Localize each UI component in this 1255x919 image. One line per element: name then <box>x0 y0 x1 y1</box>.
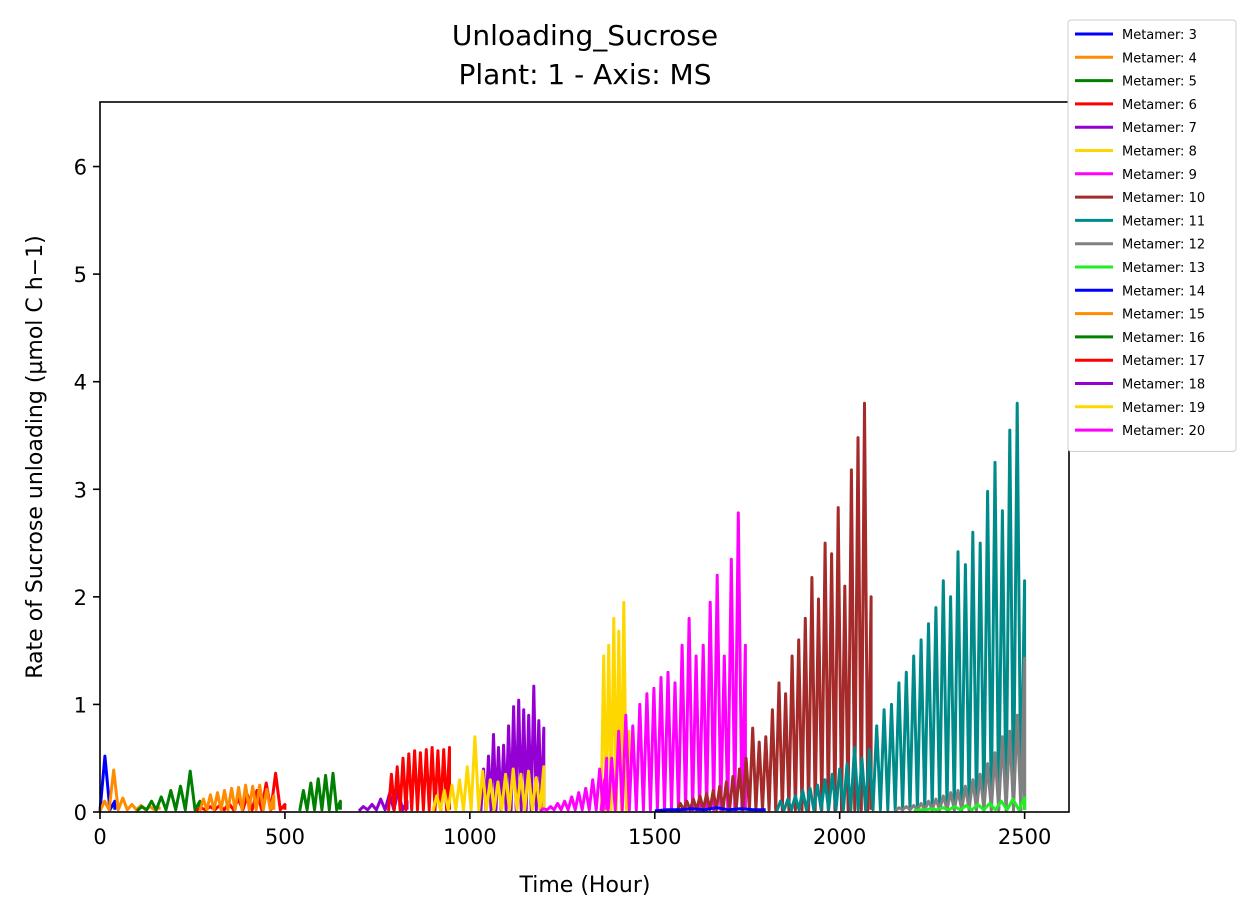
legend: Metamer: 3 Metamer: 4 Metamer: 5 Metamer: 6… <box>1067 19 1237 452</box>
legend-label: Metamer: 9 <box>1122 168 1197 183</box>
legend-label: Metamer: 18 <box>1122 378 1205 393</box>
series-line-2 <box>98 768 161 812</box>
x-tick-label: 2500 <box>998 825 1051 849</box>
x-tick-label: 500 <box>265 825 305 849</box>
legend-label: Metamer: 20 <box>1122 424 1205 439</box>
series-line-11 <box>913 796 1027 813</box>
x-tick-label: 0 <box>93 825 106 849</box>
legend-label: Metamer: 16 <box>1122 331 1205 346</box>
series-line-7 <box>599 511 747 812</box>
y-tick-label: 1 <box>74 693 87 717</box>
x-tick-label: 1000 <box>443 825 496 849</box>
legend-label: Metamer: 14 <box>1122 284 1205 299</box>
y-tick-label: 4 <box>74 371 87 395</box>
legend-label: Metamer: 12 <box>1122 238 1205 253</box>
legend-label: Metamer: 10 <box>1122 191 1205 206</box>
y-tick-label: 6 <box>74 156 87 180</box>
series-line-5 <box>357 789 409 812</box>
legend-label: Metamer: 7 <box>1122 121 1197 136</box>
chart-title: Unloading_Sucrose <box>452 19 718 52</box>
y-tick-label: 0 <box>74 801 87 825</box>
series-line-15 <box>387 746 451 812</box>
legend-label: Metamer: 5 <box>1122 75 1197 90</box>
plot-area <box>98 401 1027 813</box>
series-line-14 <box>298 771 342 812</box>
y-axis: 0 1 2 3 4 5 6 <box>74 156 100 825</box>
chart-subtitle: Plant: 1 - Axis: MS <box>459 58 712 91</box>
y-tick-label: 2 <box>74 586 87 610</box>
x-tick-label: 2000 <box>813 825 866 849</box>
x-tick-label: 1500 <box>628 825 681 849</box>
legend-label: Metamer: 4 <box>1122 51 1197 66</box>
plot-frame <box>99 101 1070 813</box>
legend-label: Metamer: 8 <box>1122 145 1197 160</box>
series-line-12 <box>654 806 766 813</box>
y-tick-label: 3 <box>74 478 87 502</box>
legend-label: Metamer: 17 <box>1122 354 1205 369</box>
legend-label: Metamer: 19 <box>1122 401 1205 416</box>
legend-label: Metamer: 6 <box>1122 98 1197 113</box>
series-line-17 <box>431 735 546 812</box>
legend-label: Metamer: 13 <box>1122 261 1205 276</box>
series-line-3 <box>135 769 202 813</box>
series-line-18 <box>539 756 609 813</box>
x-axis: 0 500 1000 1500 2000 2500 <box>93 812 1051 849</box>
x-axis-label: Time (Hour) <box>519 873 651 898</box>
legend-label: Metamer: 15 <box>1122 308 1205 323</box>
series-line-13 <box>198 783 276 812</box>
legend-label: Metamer: 3 <box>1122 28 1197 43</box>
legend-label: Metamer: 11 <box>1122 214 1205 229</box>
y-tick-label: 5 <box>74 263 87 287</box>
y-axis-label: Rate of Sucrose unloading (µmol C h−1) <box>23 235 48 678</box>
